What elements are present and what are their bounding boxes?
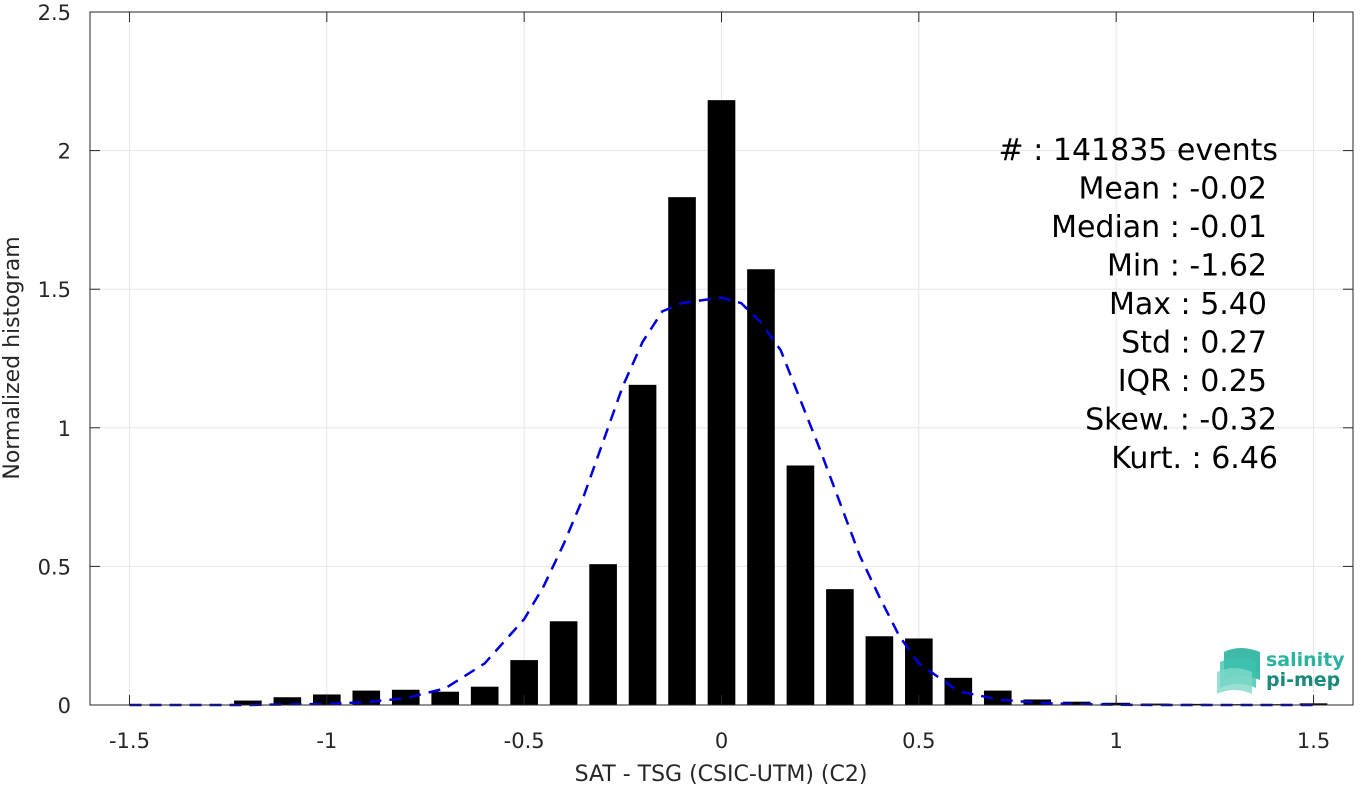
histogram-bar-16 [747,269,775,705]
y-tick-label-2: 1 [58,417,71,441]
histogram-bar-15 [707,100,736,705]
x-tick-label-3: 0 [715,729,728,753]
fit-curve-line [129,296,1314,707]
histogram-bar-8 [431,691,460,705]
histogram-bar-17 [786,465,815,705]
logo-line-1: salinity [1266,649,1345,671]
stat-line-1: Mean : -0.02 [1078,172,1267,207]
y-tick-label-1: 0.5 [38,555,71,579]
y-tick-label-3: 1.5 [38,278,71,302]
histogram-bar-11 [549,621,578,705]
histogram-bar-19 [865,636,894,705]
histogram-bar-4 [273,697,302,705]
y-axis-label: Normalized histogram [0,236,25,479]
stat-line-3: Min : -1.62 [1107,249,1267,284]
histogram-bar-27 [1181,703,1209,705]
histogram-bar-13 [628,384,657,705]
histogram-bar-26 [1141,703,1170,705]
y-tick-label-4: 2 [58,140,71,164]
histogram-bar-7 [391,689,420,705]
x-tick-label-2: -0.5 [504,729,545,753]
x-tick-label-1: -1 [316,729,337,753]
histogram-bar-21 [944,677,973,705]
stat-line-7: Skew. : -0.32 [1085,403,1277,438]
y-tick-label-5: 2.5 [38,1,71,25]
histogram-bar-14 [668,197,696,705]
x-tick-label-0: -1.5 [109,729,150,753]
stat-line-0: # : 141835 events [999,133,1278,168]
histogram-bar-24 [1062,701,1091,705]
histogram-bar-23 [1023,699,1052,705]
x-tick-label-6: 1.5 [1297,729,1330,753]
wave-logo-icon [1217,648,1260,694]
x-tick-label-4: 0.5 [902,729,935,753]
stat-line-5: Std : 0.27 [1121,326,1267,361]
logo-line-2: pi-mep [1266,669,1340,691]
x-axis-ticks: -1.5 -1 -0.5 0 0.5 1 1.5 [109,12,1330,753]
stat-line-8: Kurt. : 6.46 [1111,441,1278,476]
fit-curve [129,296,1314,707]
salinity-pi-mep-logo: salinity pi-mep [1217,648,1345,694]
x-tick-label-5: 1 [1110,729,1123,753]
histogram-bar-3 [234,700,262,705]
y-tick-label-0: 0 [58,694,71,718]
histogram-bar-22 [983,690,1012,705]
stat-line-6: IQR : 0.25 [1118,364,1267,399]
x-axis-label: SAT - TSG (CSIC-UTM) (C2) [575,762,868,785]
histogram-bar-12 [589,564,617,705]
stat-line-2: Median : -0.01 [1051,210,1267,245]
y-axis-ticks: 0 0.5 1 1.5 2 2.5 [38,1,1353,718]
histogram-bar-18 [826,589,854,705]
stat-line-4: Max : 5.40 [1109,287,1267,322]
histogram-bar-9 [470,686,499,705]
